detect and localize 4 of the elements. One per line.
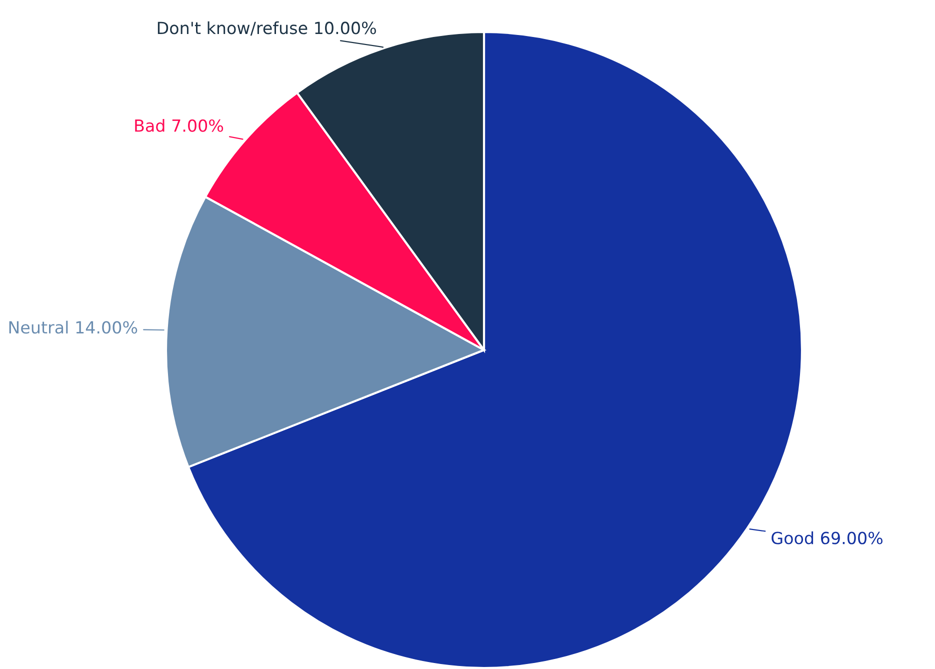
slice-label: Don't know/refuse 10.00%: [158, 21, 376, 36]
slice-label: Bad 7.00%: [135, 119, 224, 132]
slice-label: Neutral 14.00%: [9, 320, 138, 334]
slice-label: Good 69.00%: [772, 531, 882, 544]
